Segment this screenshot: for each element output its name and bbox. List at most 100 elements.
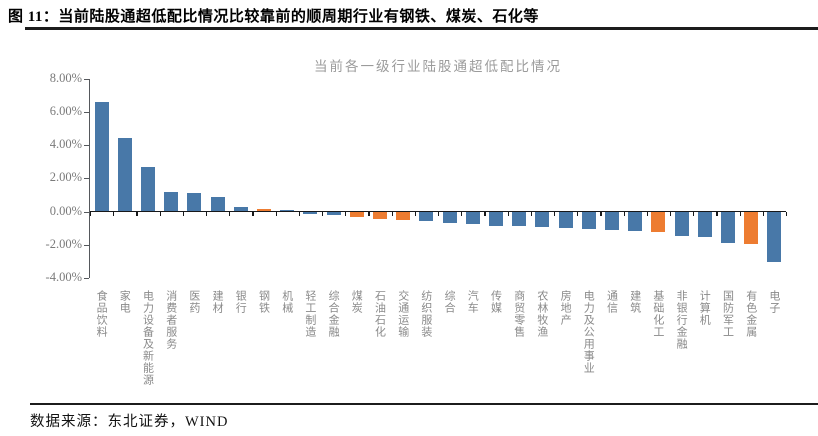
x-axis-tick bbox=[438, 211, 440, 216]
x-category-label: 食品饮料 bbox=[95, 290, 108, 338]
x-category-label: 商贸零售 bbox=[512, 290, 525, 338]
x-axis-tick bbox=[90, 211, 92, 216]
chart-bar bbox=[396, 212, 411, 220]
x-axis-tick bbox=[414, 211, 416, 216]
chart-bar bbox=[651, 212, 666, 233]
chart-bar bbox=[512, 212, 527, 226]
x-axis-tick bbox=[229, 211, 231, 216]
y-tick-label: -4.00% bbox=[45, 269, 82, 284]
x-category-label: 银行 bbox=[234, 290, 247, 314]
x-category-label: 交通运输 bbox=[396, 290, 409, 338]
x-category-label: 电子 bbox=[767, 290, 780, 314]
x-axis-tick bbox=[252, 211, 254, 216]
y-tick-label: 2.00% bbox=[49, 170, 82, 185]
y-axis-tick bbox=[84, 211, 89, 213]
chart-bar bbox=[303, 212, 318, 214]
x-axis-tick bbox=[113, 211, 115, 216]
x-category-label: 建材 bbox=[211, 290, 224, 314]
x-axis-tick bbox=[206, 211, 208, 216]
y-tick-label: 6.00% bbox=[49, 103, 82, 118]
x-axis-tick bbox=[670, 211, 672, 216]
x-axis-tick bbox=[786, 211, 788, 216]
chart-bar bbox=[767, 212, 782, 263]
y-tick-label: -2.00% bbox=[45, 236, 82, 251]
x-category-label: 有色金属 bbox=[744, 290, 757, 338]
x-category-label: 建筑 bbox=[628, 290, 641, 314]
x-axis-tick bbox=[739, 211, 741, 216]
chart-bar bbox=[697, 212, 712, 238]
x-axis-tick bbox=[507, 211, 509, 216]
x-axis-tick bbox=[275, 211, 277, 216]
x-category-label: 基础化工 bbox=[651, 290, 664, 338]
x-axis-tick bbox=[391, 211, 393, 216]
x-axis-tick bbox=[298, 211, 300, 216]
x-category-label: 房地产 bbox=[559, 290, 572, 326]
y-tick-label: 4.00% bbox=[49, 137, 82, 152]
x-category-label: 家电 bbox=[118, 290, 131, 314]
chart-bar bbox=[326, 212, 341, 215]
x-axis-tick bbox=[577, 211, 579, 216]
x-category-label: 电力及公用事业 bbox=[582, 290, 595, 374]
chart-bar bbox=[535, 212, 550, 227]
footer-divider bbox=[30, 403, 818, 405]
x-axis-tick bbox=[159, 211, 161, 216]
x-category-label: 传媒 bbox=[489, 290, 502, 314]
chart-bar bbox=[94, 101, 109, 212]
x-category-label: 非银行金融 bbox=[675, 290, 688, 350]
x-category-label: 计算机 bbox=[698, 290, 711, 326]
chart-title: 当前各一级行业陆股通超低配比情况 bbox=[314, 59, 562, 74]
y-axis-tick bbox=[84, 244, 89, 246]
x-category-label: 综合 bbox=[443, 290, 456, 314]
x-axis-tick bbox=[646, 211, 648, 216]
chart-bar bbox=[674, 212, 689, 236]
x-category-label: 钢铁 bbox=[257, 290, 270, 314]
x-axis-tick bbox=[484, 211, 486, 216]
y-axis-tick bbox=[84, 78, 89, 80]
chart-bar bbox=[280, 210, 295, 212]
x-axis-tick bbox=[693, 211, 695, 216]
x-category-label: 轻工制造 bbox=[303, 290, 316, 338]
x-axis-tick bbox=[762, 211, 764, 216]
x-category-label: 汽车 bbox=[466, 290, 479, 314]
x-axis-tick bbox=[461, 211, 463, 216]
y-axis-tick bbox=[84, 178, 89, 180]
x-category-label: 医药 bbox=[187, 290, 200, 314]
chart-bar bbox=[164, 191, 179, 212]
chart-bar bbox=[210, 196, 225, 212]
chart-bar bbox=[349, 212, 364, 218]
chart-bar bbox=[373, 212, 387, 220]
chart-bar bbox=[442, 212, 457, 223]
chart-bar bbox=[419, 212, 434, 222]
caption-divider bbox=[25, 27, 818, 30]
x-axis-tick bbox=[530, 211, 532, 216]
figure-caption: 图 11：当前陆股通超低配比情况比较靠前的顺周期行业有钢铁、煤炭、石化等 bbox=[8, 9, 539, 25]
y-axis bbox=[89, 78, 91, 278]
x-category-label: 机械 bbox=[280, 290, 293, 314]
chart-bar bbox=[489, 212, 503, 226]
chart-bar bbox=[721, 212, 735, 244]
chart-bar bbox=[744, 212, 759, 244]
chart-bar bbox=[558, 212, 573, 229]
x-category-label: 煤炭 bbox=[350, 290, 363, 314]
chart-bar bbox=[465, 212, 480, 224]
chart-bar bbox=[141, 166, 155, 212]
x-axis-tick bbox=[600, 211, 602, 216]
data-source: 数据来源：东北证券，WIND bbox=[30, 414, 229, 430]
x-axis-tick bbox=[136, 211, 138, 216]
chart-bar bbox=[257, 209, 271, 212]
x-axis-tick bbox=[322, 211, 324, 216]
chart-bar bbox=[117, 138, 132, 212]
chart-bar bbox=[581, 212, 596, 229]
chart-bar bbox=[628, 212, 643, 231]
chart-bar bbox=[187, 193, 202, 212]
y-axis-tick bbox=[84, 111, 89, 114]
x-category-label: 纺织服装 bbox=[419, 290, 432, 338]
x-axis-tick bbox=[368, 211, 370, 216]
x-category-label: 消费者服务 bbox=[164, 290, 177, 350]
x-axis-tick bbox=[623, 211, 625, 216]
x-category-label: 国防军工 bbox=[721, 290, 734, 338]
x-axis-tick bbox=[345, 211, 347, 216]
x-axis-tick bbox=[182, 211, 184, 216]
x-category-label: 综合金融 bbox=[327, 290, 340, 338]
